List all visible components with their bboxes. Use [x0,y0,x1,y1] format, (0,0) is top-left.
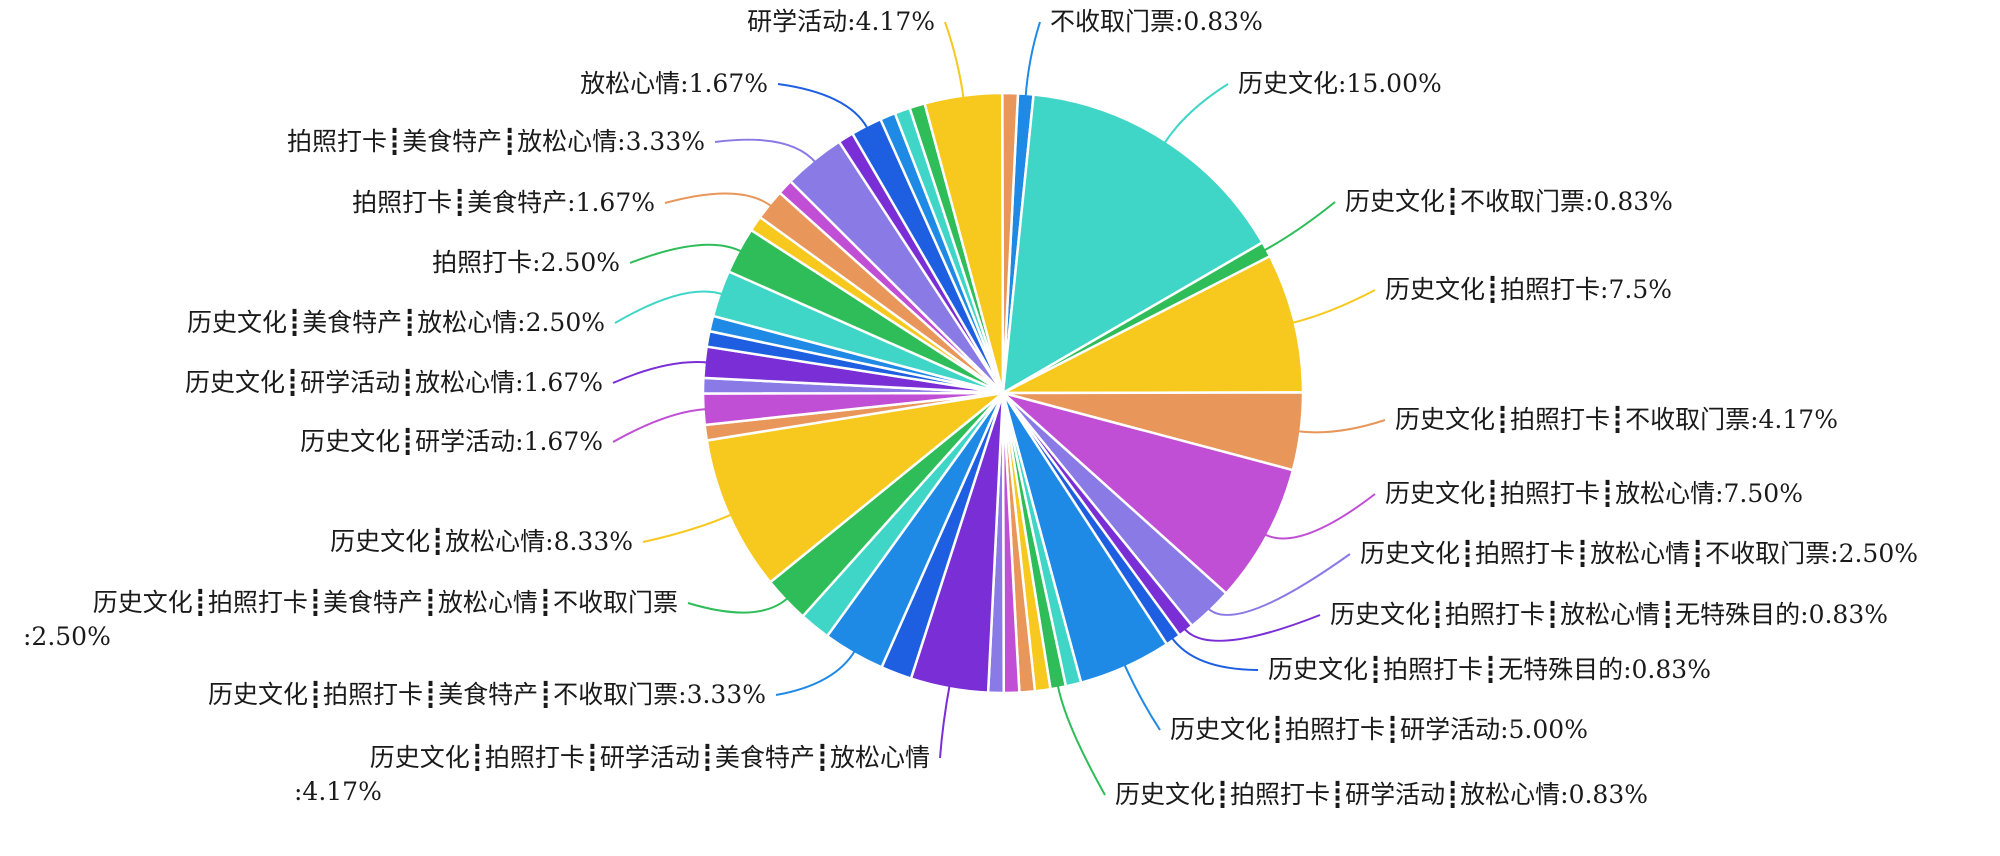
leader-line [629,243,744,264]
leader-line [777,83,869,130]
slice-label: 不收取门票:0.83% [1050,7,1263,36]
slice-label: 历史文化:15.00% [1238,69,1442,98]
leader-line [1262,493,1376,540]
slice-label: 研学活动:4.17% [747,7,935,36]
slice-label: 历史文化┋不收取门票:0.83% [1345,187,1673,216]
slice-label: 历史文化┋拍照打卡┋美食特产┋不收取门票:3.33% [208,680,766,709]
leader-line [1290,289,1376,325]
slice-label: 历史文化┋拍照打卡:7.5% [1385,275,1672,304]
leader-line [714,138,818,164]
leader-line [642,512,734,543]
slice-label: 拍照打卡┋美食特产┋放松心情:3.33% [287,127,705,156]
slice-label: :2.50% [23,622,111,651]
leader-line [687,596,790,614]
leader-line [1170,636,1259,671]
slice-label: 历史文化┋拍照打卡┋研学活动┋美食特产┋放松心情 [370,743,930,772]
leader-line [1122,662,1161,731]
slice-label: 历史文化┋研学活动:1.67% [300,427,603,456]
slice-label: 放松心情:1.67% [580,69,768,98]
leader-line [1206,553,1351,616]
slice-label: 历史文化┋拍照打卡┋研学活动:5.00% [1170,715,1588,744]
leader-line [614,290,725,324]
slice-label: 拍照打卡┋美食特产:1.67% [352,188,655,217]
leader-line [1056,683,1106,796]
slice-label: 历史文化┋研学活动┋放松心情:1.67% [185,368,603,397]
leader-line [612,408,708,443]
slice-label: 历史文化┋拍照打卡┋不收取门票:4.17% [1395,405,1838,434]
slice-label: 历史文化┋拍照打卡┋放松心情┋无特殊目的:0.83% [1330,600,1888,629]
slice-label: 历史文化┋拍照打卡┋无特殊目的:0.83% [1268,655,1711,684]
leader-line [1182,614,1321,642]
slice-label: 历史文化┋放松心情:8.33% [330,527,633,556]
leader-line [1262,201,1336,253]
pie-slice [1001,91,1020,395]
leader-line [1296,419,1386,434]
slice-label: 历史文化┋拍照打卡┋放松心情:7.50% [1385,479,1803,508]
slice-label: 历史文化┋美食特产┋放松心情:2.50% [187,308,605,337]
leader-line [612,361,709,384]
slice-label: 拍照打卡:2.50% [432,248,620,277]
leader-line [1024,21,1041,98]
leader-line [944,21,965,100]
slice-label: 历史文化┋拍照打卡┋研学活动┋放松心情:0.83% [1115,780,1648,809]
slice-label: 历史文化┋拍照打卡┋美食特产┋放松心情┋不收取门票 [93,588,678,617]
leader-line [775,649,857,696]
slice-label: :4.17% [294,777,382,806]
leader-line [664,192,774,208]
leader-line [939,684,951,759]
leader-line [1162,83,1229,145]
slice-label: 历史文化┋拍照打卡┋放松心情┋不收取门票:2.50% [1360,539,1918,568]
